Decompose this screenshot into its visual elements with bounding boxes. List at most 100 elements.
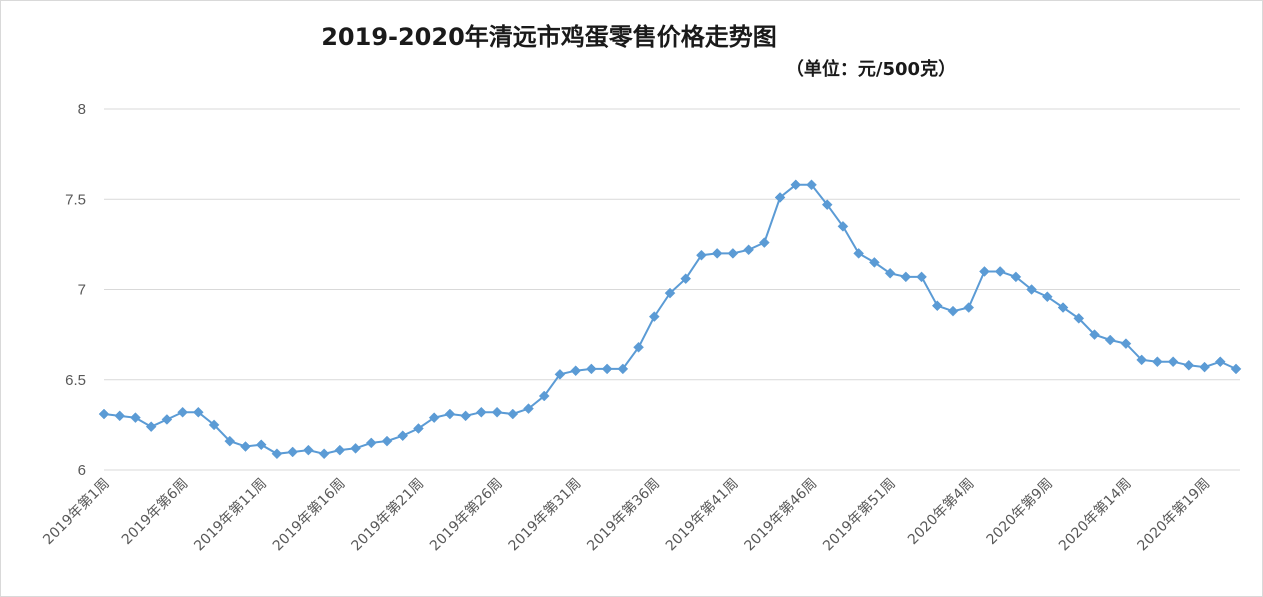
series-egg-price bbox=[98, 179, 1242, 460]
y-tick-label: 6 bbox=[78, 462, 86, 479]
data-point-marker bbox=[1057, 302, 1069, 313]
data-point-marker bbox=[303, 444, 314, 456]
x-tick-label: 2019年第1周 bbox=[40, 475, 113, 548]
data-point-marker bbox=[1230, 363, 1242, 375]
x-tick-label: 2019年第51周 bbox=[819, 475, 899, 555]
data-point-marker bbox=[1120, 338, 1132, 350]
data-point-marker bbox=[1026, 284, 1037, 295]
series-line bbox=[103, 183, 1237, 455]
data-point-marker bbox=[538, 390, 550, 402]
data-point-marker bbox=[255, 439, 267, 451]
y-axis-ticks: 6 6.5 7 7.5 8 bbox=[65, 101, 86, 479]
data-point-marker bbox=[1104, 334, 1116, 346]
data-point-marker bbox=[208, 419, 220, 431]
data-point-marker bbox=[161, 414, 173, 425]
data-point-marker bbox=[994, 266, 1006, 277]
data-point-marker bbox=[1136, 354, 1148, 366]
x-tick-label: 2019年第11周 bbox=[191, 475, 271, 555]
data-point-marker bbox=[947, 305, 959, 317]
chart-title: 2019-2020年清远市鸡蛋零售价格走势图 bbox=[321, 23, 777, 51]
data-point-marker bbox=[837, 220, 849, 232]
data-point-marker bbox=[774, 192, 786, 203]
x-tick-label: 2019年第6周 bbox=[118, 475, 191, 548]
data-point-marker bbox=[1183, 359, 1195, 371]
data-point-marker bbox=[601, 363, 613, 375]
data-point-marker bbox=[586, 363, 597, 375]
x-tick-label: 2019年第31周 bbox=[505, 475, 585, 555]
data-point-marker bbox=[648, 311, 660, 322]
x-tick-label: 2019年第21周 bbox=[348, 475, 428, 555]
x-tick-label: 2020年第4周 bbox=[904, 475, 977, 548]
gridlines bbox=[104, 108, 1240, 471]
data-point-marker bbox=[790, 179, 802, 191]
data-point-marker bbox=[271, 448, 283, 460]
data-point-marker bbox=[931, 300, 943, 312]
data-point-marker bbox=[1089, 329, 1100, 340]
data-point-marker bbox=[98, 408, 110, 420]
x-tick-label: 2020年第14周 bbox=[1055, 475, 1135, 555]
data-point-marker bbox=[900, 271, 912, 283]
data-point-marker bbox=[460, 410, 471, 422]
data-point-marker bbox=[664, 287, 676, 299]
data-point-marker bbox=[444, 408, 456, 420]
x-tick-label: 2019年第16周 bbox=[269, 475, 349, 555]
x-tick-label: 2020年第19周 bbox=[1134, 475, 1214, 555]
y-tick-label: 7 bbox=[78, 282, 86, 299]
chart-unit-subtitle: （单位：元/500克） bbox=[786, 58, 956, 80]
data-point-marker bbox=[1010, 271, 1022, 283]
data-point-marker bbox=[428, 412, 440, 424]
data-point-marker bbox=[696, 249, 707, 261]
data-point-marker bbox=[397, 430, 409, 442]
data-point-marker bbox=[177, 406, 188, 418]
data-point-marker bbox=[758, 237, 770, 248]
data-point-marker bbox=[1073, 313, 1085, 324]
data-point-marker bbox=[711, 248, 723, 259]
data-point-marker bbox=[979, 266, 990, 277]
data-point-marker bbox=[806, 179, 817, 191]
data-point-marker bbox=[1152, 356, 1163, 368]
data-point-marker bbox=[916, 271, 927, 283]
x-tick-label: 2019年第26周 bbox=[426, 475, 506, 555]
x-axis-ticks: 2019年第1周 2019年第6周 2019年第11周 2019年第16周 2019年第… bbox=[40, 475, 1214, 555]
y-tick-label: 8 bbox=[78, 101, 86, 118]
x-tick-label: 2019年第41周 bbox=[662, 475, 742, 555]
data-point-marker bbox=[475, 406, 487, 418]
data-point-marker bbox=[1167, 356, 1179, 368]
data-point-marker bbox=[491, 406, 503, 418]
data-point-marker bbox=[224, 435, 236, 447]
x-tick-label: 2019年第46周 bbox=[741, 475, 821, 555]
data-point-marker bbox=[413, 423, 424, 434]
data-point-marker bbox=[570, 365, 582, 377]
data-point-marker bbox=[554, 368, 566, 380]
x-tick-label: 2019年第36周 bbox=[584, 475, 664, 555]
data-point-marker bbox=[523, 403, 534, 414]
data-point-marker bbox=[114, 410, 126, 422]
x-tick-label: 2020年第9周 bbox=[983, 475, 1056, 548]
y-tick-label: 6.5 bbox=[65, 372, 86, 389]
data-point-marker bbox=[192, 406, 204, 418]
y-tick-label: 7.5 bbox=[65, 191, 86, 208]
data-point-marker bbox=[821, 199, 833, 211]
data-point-marker bbox=[1214, 356, 1226, 368]
data-point-marker bbox=[365, 437, 377, 449]
data-point-marker bbox=[318, 448, 330, 460]
data-point-marker bbox=[287, 446, 299, 458]
data-point-marker bbox=[743, 244, 754, 256]
data-point-marker bbox=[869, 257, 880, 268]
data-point-marker bbox=[727, 248, 739, 259]
data-point-marker bbox=[617, 363, 629, 375]
data-point-marker bbox=[130, 412, 141, 424]
data-point-marker bbox=[145, 421, 157, 433]
data-point-marker bbox=[1041, 291, 1053, 303]
data-point-marker bbox=[853, 248, 865, 259]
data-point-marker bbox=[334, 444, 346, 456]
data-point-marker bbox=[381, 435, 393, 447]
data-point-marker bbox=[680, 273, 692, 285]
data-point-marker bbox=[240, 441, 251, 452]
data-point-marker bbox=[633, 341, 644, 353]
data-point-marker bbox=[350, 442, 361, 454]
data-point-marker bbox=[884, 267, 896, 279]
data-point-marker bbox=[963, 302, 975, 313]
